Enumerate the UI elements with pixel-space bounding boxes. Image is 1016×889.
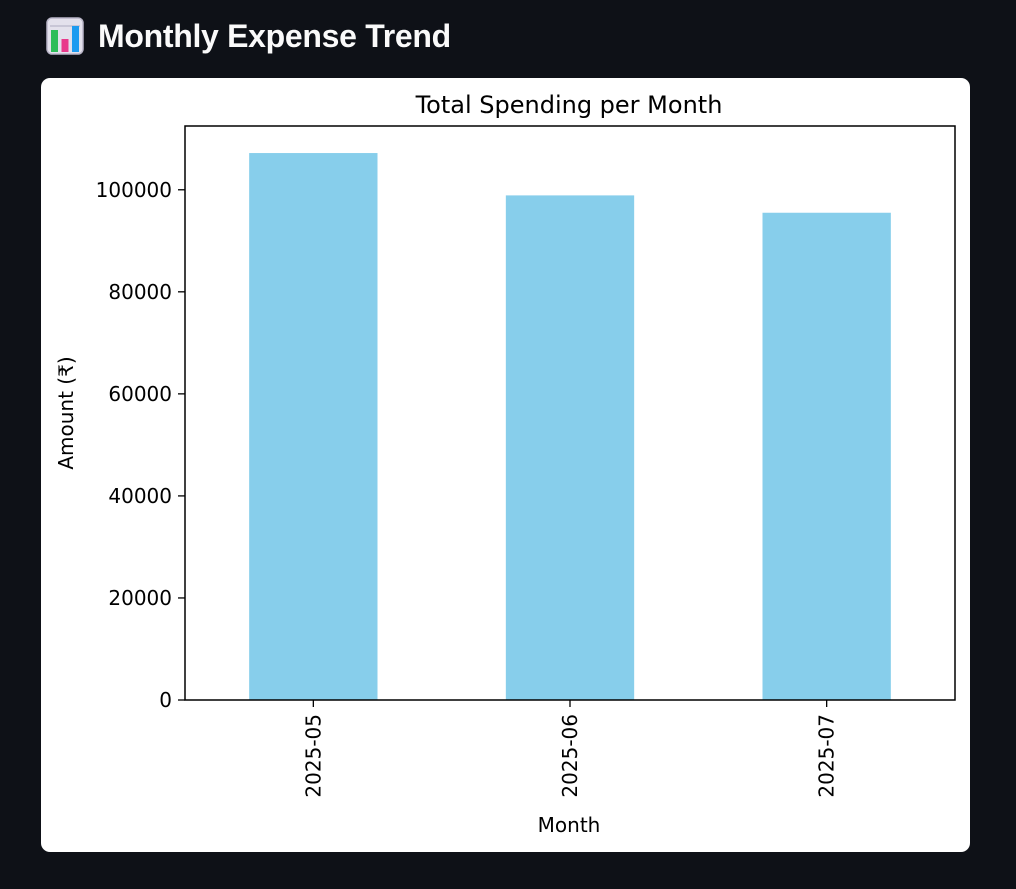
y-axis-ticks: 0 20000 40000 60000 80000 100000 (96, 178, 185, 712)
y-tick-label: 20000 (108, 586, 172, 610)
bars (249, 153, 891, 701)
chart-title: Total Spending per Month (415, 91, 723, 119)
page-title: Monthly Expense Trend (98, 17, 451, 54)
bar-2025-07 (762, 212, 891, 700)
x-axis-ticks: 2025-05 2025-06 2025-07 (301, 700, 839, 798)
chart-card: Total Spending per Month 0 20000 40000 6000… (41, 78, 970, 852)
bar-2025-06 (505, 195, 635, 700)
y-axis-label: Amount (₹) (54, 356, 78, 469)
bar-chart: Total Spending per Month 0 20000 40000 6000… (54, 91, 956, 837)
y-tick-label: 80000 (108, 280, 172, 304)
x-tick-label: 2025-05 (301, 714, 325, 798)
x-tick-label: 2025-06 (558, 714, 582, 798)
x-axis-label: Month (538, 813, 601, 837)
x-tick-label: 2025-07 (815, 714, 839, 798)
page-header: Monthly Expense Trend (46, 14, 451, 58)
bar-2025-05 (249, 153, 378, 701)
y-tick-label: 40000 (108, 484, 172, 508)
y-tick-label: 0 (159, 688, 172, 712)
bar-chart-icon (46, 17, 84, 55)
y-tick-label: 60000 (108, 382, 172, 406)
plot-frame (184, 125, 956, 701)
y-tick-label: 100000 (96, 178, 172, 202)
